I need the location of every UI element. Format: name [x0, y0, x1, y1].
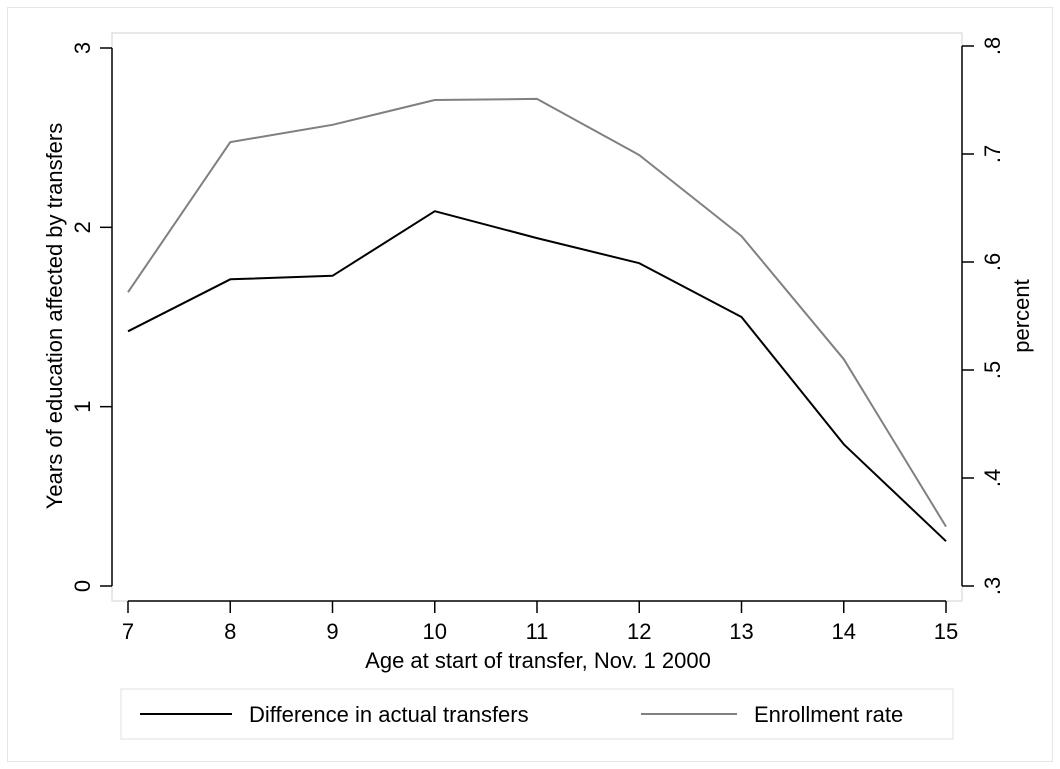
x-tick-label: 7: [122, 619, 134, 644]
y-right-tick-label: .3: [980, 577, 1005, 595]
x-tick-label: 12: [627, 619, 651, 644]
x-tick-label: 8: [224, 619, 236, 644]
legend-label-enrollment: Enrollment rate: [754, 702, 903, 727]
y-right-tick-label: .4: [980, 469, 1005, 487]
y-right-tick-label: .5: [980, 361, 1005, 379]
x-axis-title: Age at start of transfer, Nov. 1 2000: [365, 648, 711, 673]
legend: Difference in actual transfers Enrollmen…: [120, 688, 954, 740]
x-tick-label: 13: [729, 619, 753, 644]
x-tick-label: 11: [526, 619, 549, 644]
x-tick-label: 15: [934, 619, 958, 644]
y-axis-right-title: percent: [1009, 279, 1034, 352]
y-axis-left-title: Years of education affected by transfers: [42, 123, 67, 509]
y-right-tick-label: .6: [980, 253, 1005, 271]
plot-area: [111, 32, 963, 602]
x-tick-label: 9: [326, 619, 338, 644]
y-left-tick-label: 1: [70, 401, 95, 413]
x-tick-label: 10: [423, 619, 447, 644]
y-left-tick-label: 2: [70, 221, 95, 233]
y-right-tick-label: .7: [980, 145, 1005, 163]
x-tick-label: 14: [832, 619, 856, 644]
y-left-tick-label: 3: [70, 42, 95, 54]
y-left-tick-label: 0: [70, 580, 95, 592]
legend-label-difference: Difference in actual transfers: [249, 702, 529, 727]
legend-box: [120, 688, 954, 740]
y-right-tick-label: .8: [980, 37, 1005, 55]
series-lines: [127, 97, 947, 542]
